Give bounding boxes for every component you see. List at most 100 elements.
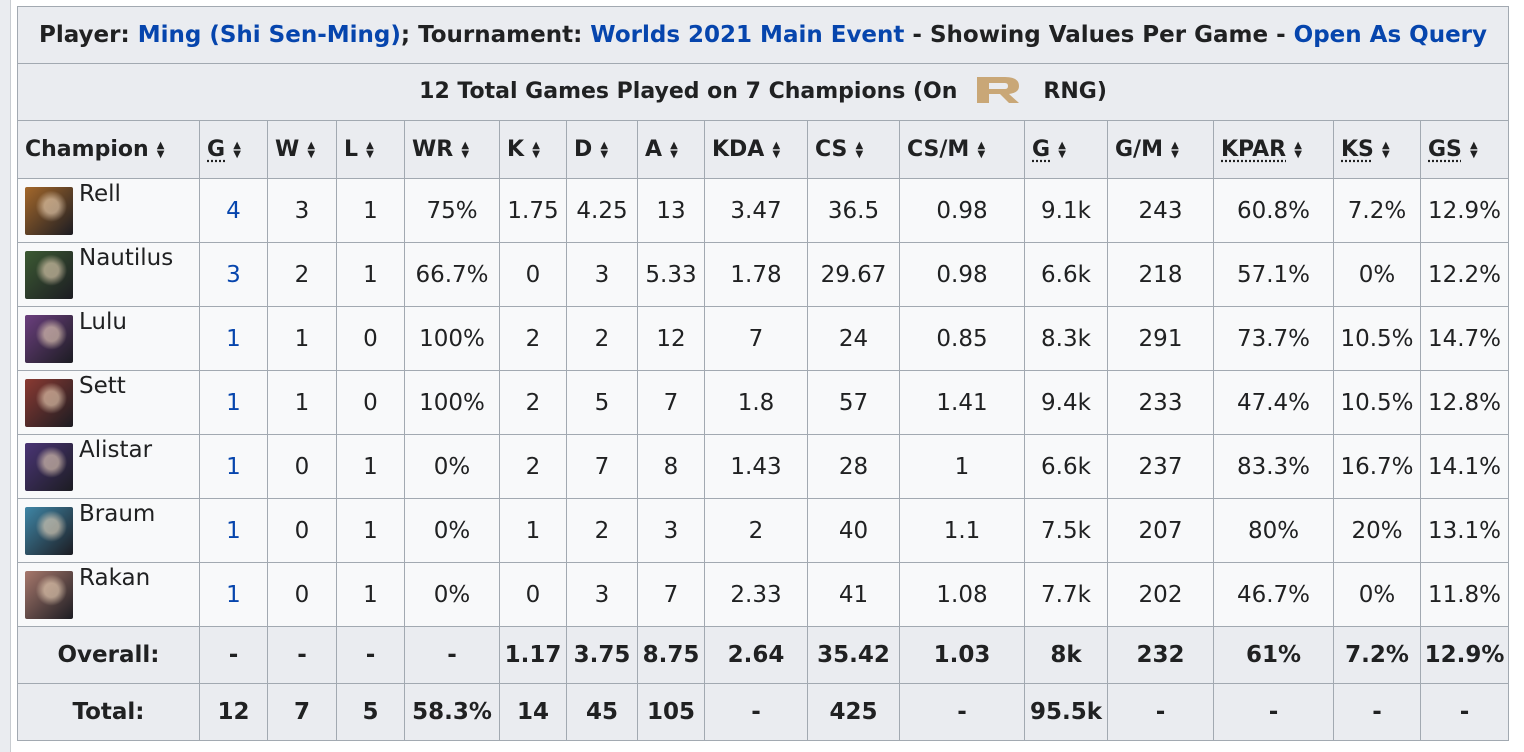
sort-arrows-icon[interactable]: ▲ ▼ <box>1058 140 1066 160</box>
cell-a: 12 <box>637 306 705 371</box>
cell-k: 2 <box>499 370 567 435</box>
sort-arrows-icon[interactable]: ▲ ▼ <box>772 140 781 160</box>
player-link[interactable]: Ming (Shi Sen-Ming) <box>137 22 401 48</box>
table-row: Alistar 1 0 1 0% 2 7 8 1.43 28 1 6.6k 237 83.3% 16.7% 1… <box>17 434 1510 499</box>
cell-csm: 1.1 <box>899 498 1025 563</box>
champion-cell: Nautilus <box>17 242 200 307</box>
cell-g[interactable]: 3 <box>199 242 268 307</box>
cell-k: 1 <box>499 498 567 563</box>
column-header-label: Champion <box>25 137 149 162</box>
sort-arrows-icon[interactable]: ▲ ▼ <box>1470 140 1478 160</box>
column-header-gold-per-minute[interactable]: G/M ▲ ▼ <box>1107 120 1214 179</box>
column-header-kda[interactable]: KDA ▲ ▼ <box>704 120 808 179</box>
cell-cs: 29.67 <box>807 242 900 307</box>
sort-arrows-icon[interactable]: ▲ ▼ <box>855 140 864 160</box>
cell-ks: 10.5% <box>1333 370 1421 435</box>
column-header-label: KPAR <box>1221 137 1287 162</box>
sort-arrows-icon[interactable]: ▲ ▼ <box>977 140 986 160</box>
total-cell-k: 14 <box>499 683 567 741</box>
cell-g[interactable]: 4 <box>199 178 268 243</box>
sort-arrows-icon[interactable]: ▲ ▼ <box>156 140 165 160</box>
cell-cs: 36.5 <box>807 178 900 243</box>
champion-portrait-icon[interactable] <box>25 442 73 491</box>
total-cell-kda: - <box>704 683 808 741</box>
champion-cell: Braum <box>17 498 200 563</box>
cell-cs: 24 <box>807 306 900 371</box>
cell-gold: 9.4k <box>1024 370 1108 435</box>
column-header-cs[interactable]: CS ▲ ▼ <box>807 120 900 179</box>
cell-kpar: 60.8% <box>1213 178 1334 243</box>
cell-a: 8 <box>637 434 705 499</box>
column-header-losses[interactable]: L ▲ ▼ <box>336 120 405 179</box>
overall-cell-cs: 35.42 <box>807 626 900 684</box>
cell-g[interactable]: 1 <box>199 498 268 563</box>
sort-arrows-icon[interactable]: ▲ ▼ <box>233 140 241 160</box>
cell-kda: 2 <box>704 498 808 563</box>
caption-mid-text: - Showing Values Per Game - <box>912 22 1286 48</box>
cell-cs: 57 <box>807 370 900 435</box>
cell-gm: 243 <box>1107 178 1214 243</box>
cell-kda: 1.43 <box>704 434 808 499</box>
column-header-assists[interactable]: A ▲ ▼ <box>637 120 705 179</box>
overall-cell-ks: 7.2% <box>1333 626 1421 684</box>
column-header-kill-share[interactable]: KS ▲ ▼ <box>1333 120 1421 179</box>
column-header-gold[interactable]: G ▲ ▼ <box>1024 120 1108 179</box>
column-header-label: KDA <box>712 137 765 162</box>
total-row: Total: 12 7 5 58.3% 14 45 105-425-95.5k - - - - <box>17 683 1510 741</box>
cell-l: 1 <box>336 434 405 499</box>
cell-d: 2 <box>566 498 638 563</box>
champion-portrait-icon[interactable] <box>25 250 73 299</box>
cell-g[interactable]: 1 <box>199 434 268 499</box>
sort-arrows-icon[interactable]: ▲ ▼ <box>461 140 470 160</box>
cell-wr: 75% <box>404 178 500 243</box>
overall-cell-csm: 1.03 <box>899 626 1025 684</box>
sort-arrows-icon[interactable]: ▲ ▼ <box>600 140 609 160</box>
cell-ks: 10.5% <box>1333 306 1421 371</box>
champion-portrait-icon[interactable] <box>25 378 73 427</box>
column-header-deaths[interactable]: D ▲ ▼ <box>566 120 638 179</box>
column-header-champion[interactable]: Champion ▲ ▼ <box>17 120 200 179</box>
cell-wr: 0% <box>404 562 500 627</box>
sort-arrows-icon[interactable]: ▲ ▼ <box>307 140 316 160</box>
column-header-kill-participation[interactable]: KPAR ▲ ▼ <box>1213 120 1334 179</box>
rng-logo-icon[interactable] <box>975 74 1021 106</box>
overall-cell-a: 8.75 <box>637 626 705 684</box>
column-header-gold-share[interactable]: GS ▲ ▼ <box>1419 120 1510 179</box>
cell-a: 3 <box>637 498 705 563</box>
cell-w: 0 <box>267 434 337 499</box>
cell-gs: 12.9% <box>1419 178 1510 243</box>
sort-arrows-icon[interactable]: ▲ ▼ <box>1294 140 1302 160</box>
column-header-win-rate[interactable]: WR ▲ ▼ <box>404 120 500 179</box>
champion-name: Braum <box>79 500 156 527</box>
column-header-wins[interactable]: W ▲ ▼ <box>267 120 337 179</box>
cell-ks: 0% <box>1333 562 1421 627</box>
cell-g[interactable]: 1 <box>199 370 268 435</box>
overall-cell-gm: 232 <box>1107 626 1214 684</box>
champion-portrait-icon[interactable] <box>25 570 73 619</box>
sort-arrows-icon[interactable]: ▲ ▼ <box>532 140 540 160</box>
cell-gold: 7.7k <box>1024 562 1108 627</box>
champion-portrait-icon[interactable] <box>25 314 73 363</box>
cell-gs: 14.1% <box>1419 434 1510 499</box>
sort-arrows-icon[interactable]: ▲ ▼ <box>670 140 678 160</box>
cell-g[interactable]: 1 <box>199 306 268 371</box>
caption-separator: ; <box>400 22 411 48</box>
cell-g[interactable]: 1 <box>199 562 268 627</box>
column-header-cs-per-minute[interactable]: CS/M ▲ ▼ <box>899 120 1025 179</box>
cell-cs: 40 <box>807 498 900 563</box>
total-cell-gm: - <box>1107 683 1214 741</box>
tournament-link[interactable]: Worlds 2021 Main Event <box>590 22 905 48</box>
champion-portrait-icon[interactable] <box>25 186 73 235</box>
column-header-kills[interactable]: K ▲ ▼ <box>499 120 567 179</box>
overall-cell-kpar: 61% <box>1213 626 1334 684</box>
sort-arrows-icon[interactable]: ▲ ▼ <box>1382 140 1390 160</box>
sort-arrows-icon[interactable]: ▲ ▼ <box>1171 140 1179 160</box>
open-as-query-link[interactable]: Open As Query <box>1293 22 1488 48</box>
champion-name: Lulu <box>79 308 127 335</box>
sort-arrows-icon[interactable]: ▲ ▼ <box>366 140 374 160</box>
champion-portrait-icon[interactable] <box>25 506 73 555</box>
cell-l: 0 <box>336 370 405 435</box>
column-header-games[interactable]: G ▲ ▼ <box>199 120 268 179</box>
champion-cell: Sett <box>17 370 200 435</box>
cell-ks: 0% <box>1333 242 1421 307</box>
